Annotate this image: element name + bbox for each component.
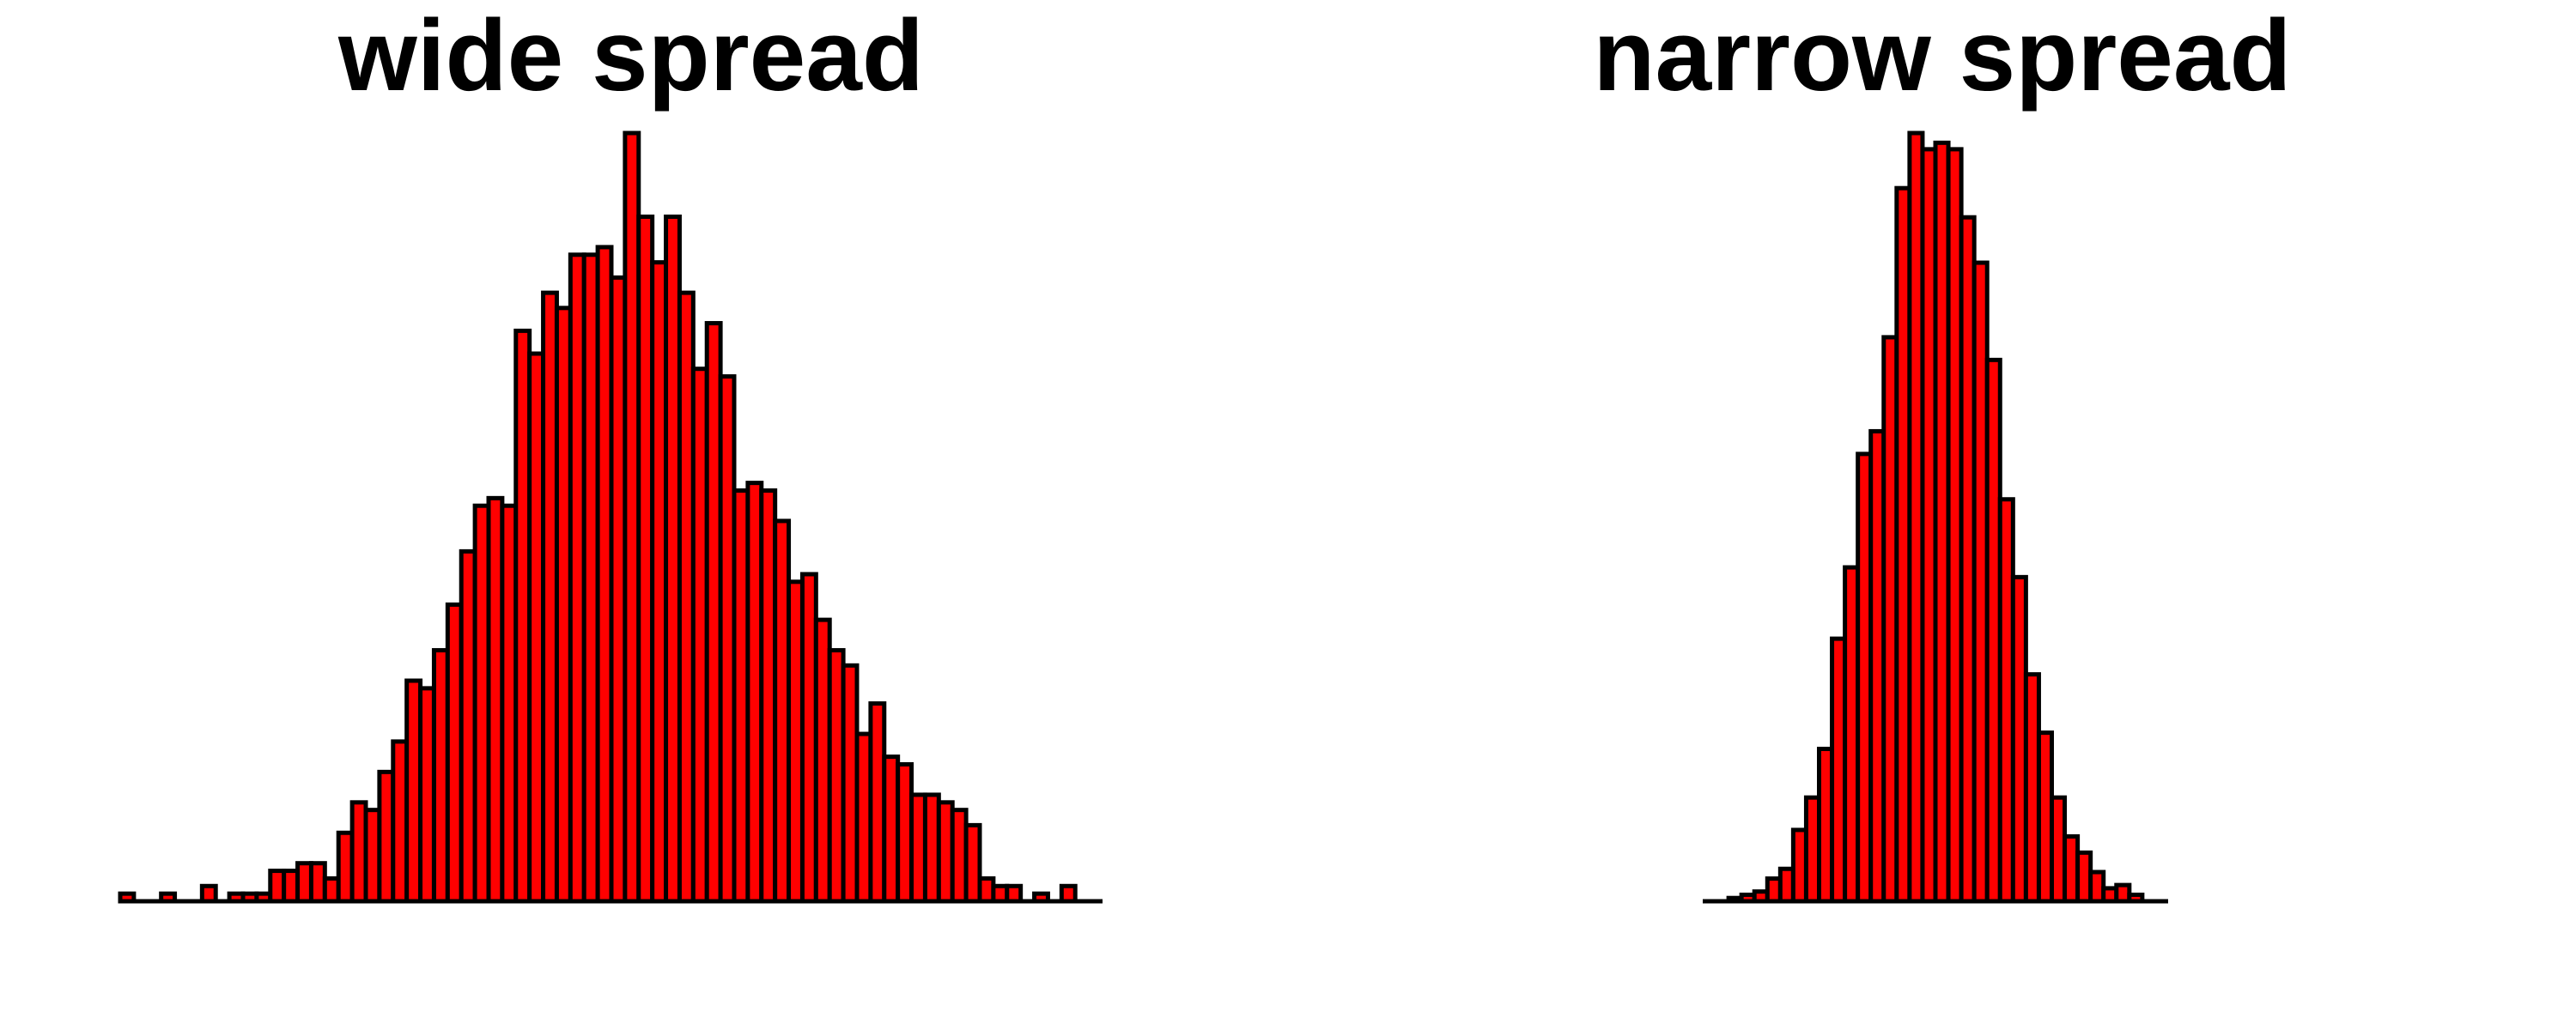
histogram-bar xyxy=(1005,883,1024,904)
bar-group xyxy=(1726,130,2145,904)
histogram-bar xyxy=(199,883,218,904)
chart-title: narrow spread xyxy=(1593,0,2291,112)
chart-wide-spread: wide spread xyxy=(118,0,1103,904)
chart-narrow-spread: narrow spread xyxy=(1593,0,2292,904)
histogram-bar xyxy=(1059,883,1078,904)
bar-group xyxy=(118,130,1078,904)
chart-title: wide spread xyxy=(337,0,924,112)
